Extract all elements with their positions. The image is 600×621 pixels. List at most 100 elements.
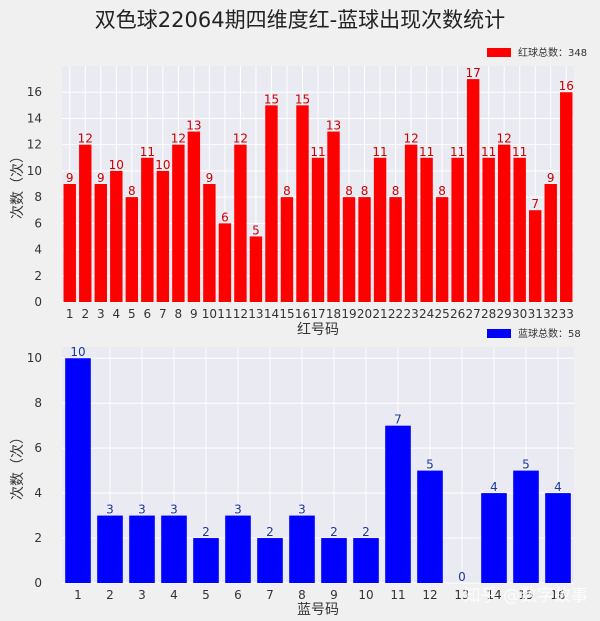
chart1-bar: [404, 144, 418, 302]
chart1-bar: [156, 170, 170, 302]
chart1-x-tick-label: 28: [481, 307, 496, 321]
chart1-data-label: 9: [547, 171, 555, 185]
chart1-x-tick-label: 18: [326, 307, 341, 321]
chart1-x-tick-label: 8: [175, 307, 183, 321]
chart2-bar: [321, 538, 347, 583]
chart1-data-label: 15: [264, 92, 279, 106]
chart1-x-tick-label: 29: [497, 307, 512, 321]
chart1-data-label: 8: [361, 184, 369, 198]
chart1-x-tick-label: 13: [248, 307, 263, 321]
chart1-bar: [63, 184, 76, 302]
chart2-x-tick-label: 10: [358, 588, 373, 602]
chart1-x-tick-label: 19: [341, 307, 356, 321]
chart1-x-tick-label: 32: [543, 307, 558, 321]
chart1-bar: [141, 157, 154, 302]
chart2-x-tick-label: 1: [74, 588, 82, 602]
chart2-y-tick-label: 10: [27, 351, 42, 365]
chart1-y-tick-label: 16: [27, 85, 42, 99]
chart2-bar: [257, 538, 283, 583]
chart2-data-label: 3: [138, 503, 146, 517]
chart2-data-label: 2: [362, 525, 370, 539]
chart1-x-tick-label: 31: [528, 307, 543, 321]
chart1-bar: [497, 144, 511, 302]
chart2-bar: [289, 515, 315, 583]
chart1-x-tick-label: 30: [512, 307, 527, 321]
chart2-y-tick-label: 4: [34, 486, 42, 500]
chart2-legend-swatch: [487, 329, 511, 338]
chart1-bar: [342, 197, 356, 302]
chart1-y-tick-label: 4: [34, 243, 42, 257]
chart1-bar: [125, 197, 139, 302]
chart2-y-tick-label: 8: [34, 396, 42, 410]
chart2-data-label: 2: [202, 525, 210, 539]
chart2-bar: [545, 493, 571, 583]
chart1-x-tick-label: 22: [388, 307, 403, 321]
chart1-x-tick-label: 25: [434, 307, 449, 321]
chart1-bar: [560, 92, 573, 302]
chart2-x-tick-label: 12: [422, 588, 437, 602]
chart1-x-tick-label: 3: [97, 307, 105, 321]
chart2-y-tick-label: 6: [34, 441, 42, 455]
chart1-y-axis-label: 次数（次）: [10, 149, 26, 219]
chart2-x-tick-label: 3: [138, 588, 146, 602]
chart1-data-label: 11: [310, 145, 325, 159]
chart2-data-label: 3: [170, 503, 178, 517]
chart2-bar: [129, 515, 155, 583]
chart1-y-tick-label: 2: [34, 269, 42, 283]
chart2-x-tick-label: 9: [330, 588, 338, 602]
chart1-data-label: 16: [559, 79, 574, 93]
chart2-bar: [225, 515, 251, 583]
chart2-y-tick-label: 0: [34, 576, 42, 590]
chart1-x-tick-label: 15: [279, 307, 294, 321]
chart1-x-tick-label: 1: [66, 307, 74, 321]
chart1-bar: [451, 157, 464, 302]
chart1-y-tick-label: 12: [27, 138, 42, 152]
chart1-data-label: 9: [97, 171, 105, 185]
chart1-bar: [265, 105, 278, 302]
chart1-x-tick-label: 21: [372, 307, 387, 321]
chart1-data-label: 7: [531, 197, 539, 211]
chart2-data-label: 2: [330, 525, 338, 539]
chart1-x-tick-label: 2: [81, 307, 89, 321]
chart1-y-tick-label: 8: [34, 190, 42, 204]
chart1-bar: [529, 210, 542, 302]
chart1-bar: [79, 144, 92, 302]
chart1-legend-swatch: [487, 48, 511, 57]
chart1-bar: [466, 79, 480, 302]
chart1-bar: [187, 131, 201, 302]
chart2-data-label: 3: [106, 503, 114, 517]
chart2-x-tick-label: 16: [550, 588, 565, 602]
chart2-x-tick-label: 14: [486, 588, 501, 602]
chart1-data-label: 9: [206, 171, 214, 185]
chart1-bar: [234, 144, 247, 302]
chart2-x-tick-label: 11: [390, 588, 405, 602]
chart2-x-tick-label: 4: [170, 588, 178, 602]
chart1-x-tick-label: 16: [295, 307, 310, 321]
chart1-data-label: 12: [171, 132, 186, 146]
chart1-bar: [420, 157, 433, 302]
chart1-y-tick-label: 0: [34, 295, 42, 309]
chart1-x-tick-label: 6: [144, 307, 152, 321]
chart1-bar: [110, 170, 123, 302]
chart1-x-tick-label: 27: [466, 307, 481, 321]
chart1-x-tick-label: 33: [559, 307, 574, 321]
chart1-data-label: 12: [497, 132, 512, 146]
chart1-x-tick-label: 7: [159, 307, 167, 321]
chart2-data-label: 7: [394, 413, 402, 427]
chart1-bar: [358, 197, 371, 302]
chart1-bar: [435, 197, 449, 302]
chart2-y-axis-label: 次数（次）: [10, 430, 26, 500]
chart1-data-label: 10: [155, 158, 170, 172]
chart1-data-label: 11: [419, 145, 434, 159]
chart1-x-tick-label: 14: [264, 307, 279, 321]
chart1-x-tick-label: 23: [403, 307, 418, 321]
chart1-data-label: 11: [372, 145, 387, 159]
chart2-x-tick-label: 2: [106, 588, 114, 602]
chart1-data-label: 12: [78, 132, 93, 146]
chart2-bar: [353, 538, 379, 583]
chart2-data-label: 10: [70, 345, 85, 359]
chart1-data-label: 11: [140, 145, 155, 159]
chart1-bar: [249, 236, 263, 302]
chart2-legend-label: 蓝球总数：58: [518, 327, 581, 340]
